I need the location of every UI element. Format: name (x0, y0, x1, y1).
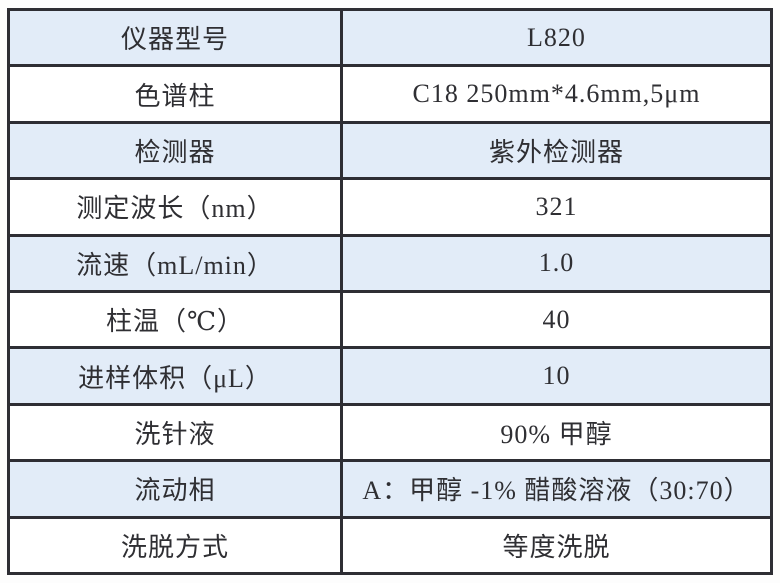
parameter-label-cell: 色谱柱 (7, 64, 343, 124)
parameter-value-cell: 40 (340, 289, 773, 350)
parameter-label-cell: 进样体积（μL） (7, 346, 343, 406)
parameter-value-cell: A：甲醇 -1% 醋酸溶液（30:70） (340, 459, 773, 519)
table-row: 测定波长（nm） 321 (7, 177, 773, 237)
table-row: 色谱柱 C18 250mm*4.6mm,5μm (7, 64, 773, 124)
parameter-label-cell: 仪器型号 (7, 7, 343, 68)
table-row: 流动相 A：甲醇 -1% 醋酸溶液（30:70） (7, 459, 773, 519)
table-row: 仪器型号 L820 (7, 7, 773, 68)
table-row: 流速（mL/min） 1.0 (7, 233, 773, 293)
table-row: 柱温（℃） 40 (7, 289, 773, 350)
table-row: 洗针液 90% 甲醇 (7, 402, 773, 463)
parameter-value-cell: 紫外检测器 (340, 120, 773, 181)
parameter-value-cell: L820 (340, 7, 773, 68)
table-row: 进样体积（μL） 10 (7, 346, 773, 406)
table-row: 检测器 紫外检测器 (7, 120, 773, 181)
parameter-value-cell: 321 (340, 177, 773, 237)
parameter-label-cell: 测定波长（nm） (7, 177, 343, 237)
parameter-value-cell: 10 (340, 346, 773, 406)
table-row: 洗脱方式 等度洗脱 (7, 515, 773, 576)
parameter-label-cell: 流动相 (7, 459, 343, 519)
parameter-value-cell: C18 250mm*4.6mm,5μm (340, 64, 773, 124)
instrument-parameters-table: 仪器型号 L820 色谱柱 C18 250mm*4.6mm,5μm 检测器 紫外… (7, 7, 773, 576)
parameter-value-cell: 90% 甲醇 (340, 402, 773, 463)
parameter-label-cell: 检测器 (7, 120, 343, 181)
parameter-value-cell: 1.0 (340, 233, 773, 293)
parameter-label-cell: 洗脱方式 (7, 515, 343, 576)
parameter-label-cell: 柱温（℃） (7, 289, 343, 350)
parameter-label-cell: 流速（mL/min） (7, 233, 343, 293)
parameter-value-cell: 等度洗脱 (340, 515, 773, 576)
parameter-label-cell: 洗针液 (7, 402, 343, 463)
